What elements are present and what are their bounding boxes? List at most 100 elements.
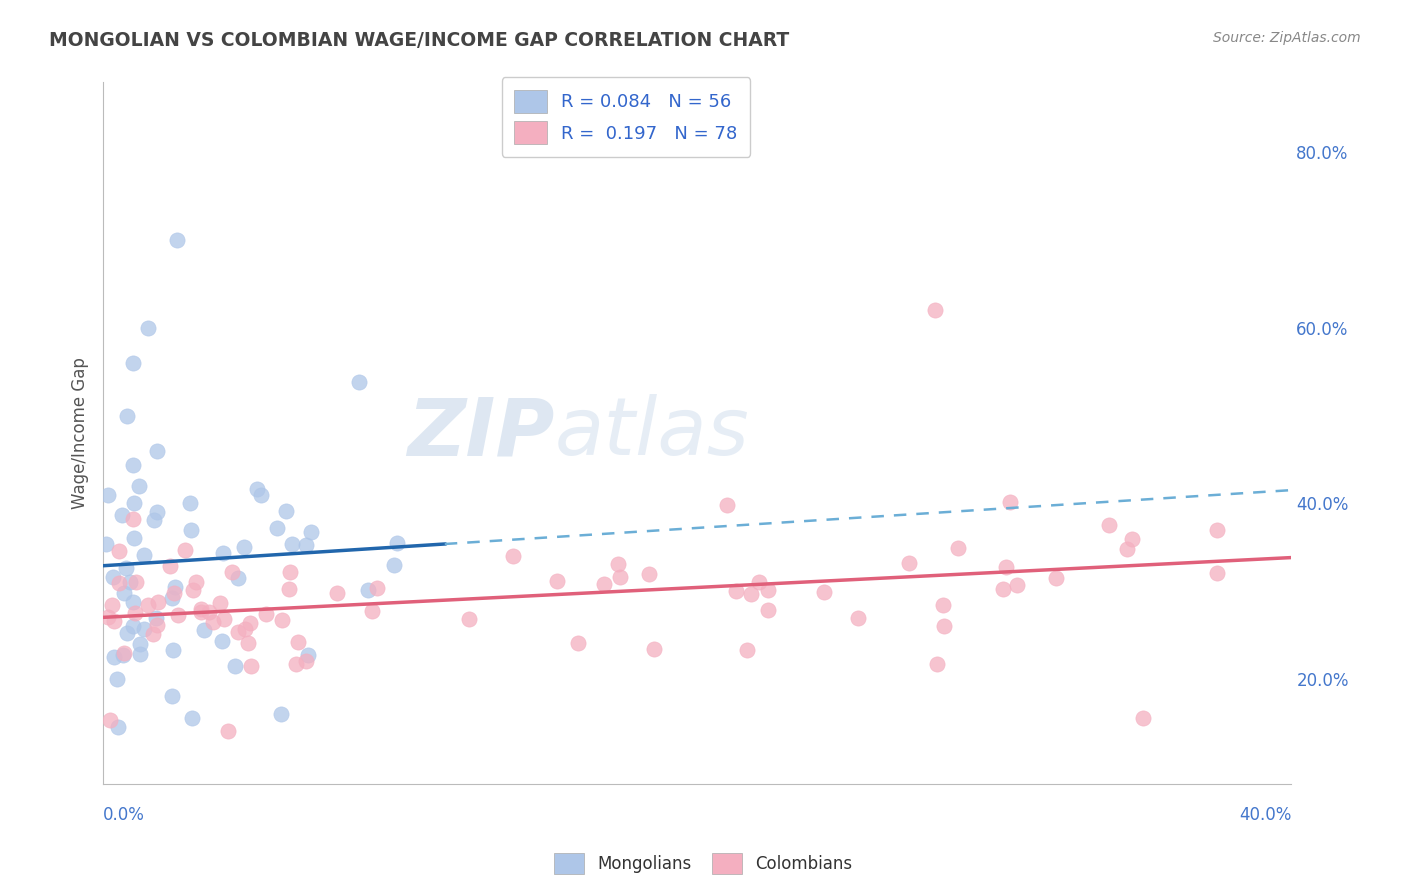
- Point: [142, 626, 165, 640]
- Point: [250, 488, 273, 502]
- Point: [115, 409, 138, 423]
- Legend: R = 0.084   N = 56, R =  0.197   N = 78: R = 0.084 N = 56, R = 0.197 N = 78: [502, 77, 751, 157]
- Point: [160, 689, 183, 703]
- Point: [202, 615, 225, 629]
- Point: [643, 641, 665, 656]
- Point: [221, 565, 243, 579]
- Point: [297, 648, 319, 663]
- Point: [735, 643, 758, 657]
- Point: [366, 581, 388, 595]
- Point: [159, 559, 181, 574]
- Point: [121, 356, 143, 370]
- Point: [361, 604, 384, 618]
- Point: [211, 546, 233, 560]
- Point: [748, 574, 770, 589]
- Point: [136, 598, 159, 612]
- Point: [756, 582, 779, 597]
- Point: [163, 580, 186, 594]
- Point: [233, 541, 256, 555]
- Point: [198, 605, 221, 619]
- Point: [193, 623, 215, 637]
- Text: atlas: atlas: [555, 394, 749, 472]
- Point: [226, 571, 249, 585]
- Point: [217, 724, 239, 739]
- Point: [1132, 711, 1154, 725]
- Point: [458, 612, 481, 626]
- Point: [1116, 541, 1139, 556]
- Point: [813, 585, 835, 599]
- Point: [285, 657, 308, 671]
- Point: [160, 591, 183, 605]
- Point: [236, 635, 259, 649]
- Point: [357, 583, 380, 598]
- Point: [266, 521, 288, 535]
- Point: [122, 512, 145, 526]
- Point: [567, 635, 589, 649]
- Point: [239, 615, 262, 630]
- Point: [281, 537, 304, 551]
- Point: [103, 614, 125, 628]
- Legend: Mongolians, Colombians: Mongolians, Colombians: [548, 847, 858, 880]
- Point: [181, 711, 204, 725]
- Point: [184, 574, 207, 589]
- Text: Source: ZipAtlas.com: Source: ZipAtlas.com: [1213, 31, 1361, 45]
- Point: [125, 575, 148, 590]
- Point: [181, 583, 204, 598]
- Point: [167, 607, 190, 622]
- Text: MONGOLIAN VS COLOMBIAN WAGE/INCOME GAP CORRELATION CHART: MONGOLIAN VS COLOMBIAN WAGE/INCOME GAP C…: [49, 31, 789, 50]
- Point: [299, 524, 322, 539]
- Point: [287, 635, 309, 649]
- Point: [382, 558, 405, 572]
- Point: [347, 376, 370, 390]
- Point: [111, 508, 134, 522]
- Text: 0.0%: 0.0%: [103, 806, 145, 824]
- Point: [224, 659, 246, 673]
- Point: [212, 611, 235, 625]
- Point: [1005, 578, 1028, 592]
- Point: [211, 633, 233, 648]
- Point: [129, 648, 152, 662]
- Point: [166, 233, 188, 247]
- Point: [546, 574, 568, 588]
- Point: [115, 626, 138, 640]
- Point: [174, 543, 197, 558]
- Point: [112, 646, 135, 660]
- Point: [1206, 566, 1229, 581]
- Point: [96, 537, 118, 551]
- Point: [274, 504, 297, 518]
- Point: [132, 548, 155, 562]
- Point: [502, 549, 524, 563]
- Point: [179, 496, 201, 510]
- Point: [998, 495, 1021, 509]
- Point: [128, 479, 150, 493]
- Point: [103, 649, 125, 664]
- Point: [114, 561, 136, 575]
- Point: [103, 570, 125, 584]
- Point: [146, 595, 169, 609]
- Point: [107, 543, 129, 558]
- Point: [112, 586, 135, 600]
- Point: [122, 496, 145, 510]
- Point: [121, 619, 143, 633]
- Point: [991, 582, 1014, 596]
- Text: 40.0%: 40.0%: [1239, 806, 1292, 824]
- Point: [228, 624, 250, 639]
- Point: [246, 482, 269, 496]
- Point: [132, 622, 155, 636]
- Y-axis label: Wage/Income Gap: Wage/Income Gap: [72, 357, 89, 509]
- Point: [725, 584, 748, 599]
- Point: [163, 586, 186, 600]
- Point: [740, 587, 762, 601]
- Point: [254, 607, 277, 622]
- Point: [1045, 571, 1067, 585]
- Point: [136, 320, 159, 334]
- Point: [758, 602, 780, 616]
- Point: [278, 582, 301, 596]
- Point: [145, 443, 167, 458]
- Point: [97, 610, 120, 624]
- Point: [180, 523, 202, 537]
- Point: [924, 303, 946, 318]
- Text: ZIP: ZIP: [408, 394, 555, 472]
- Point: [846, 611, 869, 625]
- Point: [295, 537, 318, 551]
